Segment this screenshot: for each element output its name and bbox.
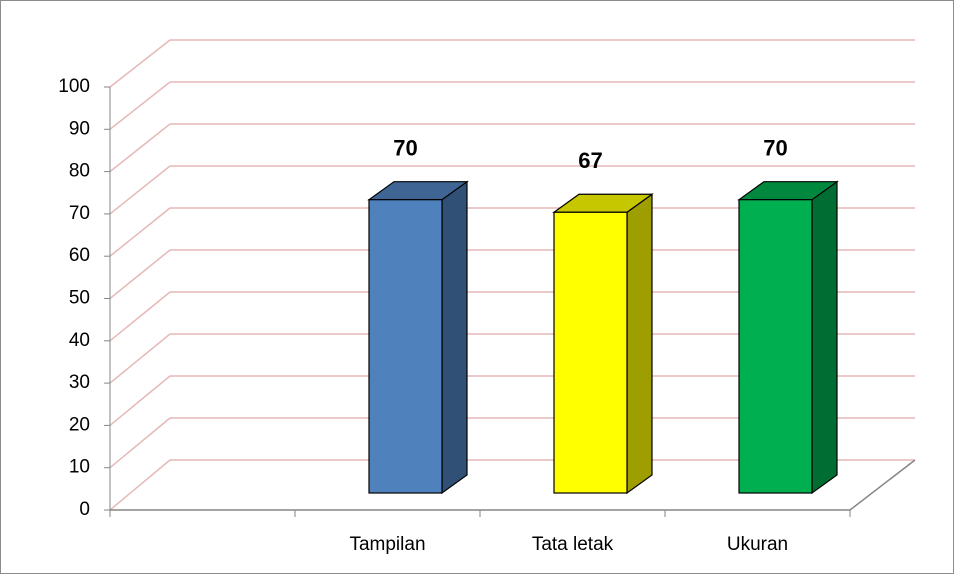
y-tick-label: 40 <box>69 330 90 351</box>
grid-line <box>109 249 171 300</box>
y-tick-label: 20 <box>69 414 90 435</box>
grid-line <box>109 165 171 215</box>
data-label: 70 <box>763 136 787 161</box>
y-tick-label: 60 <box>69 245 90 266</box>
bar-side <box>811 180 838 495</box>
y-tick-label: 30 <box>69 372 90 393</box>
grid-line <box>109 291 171 342</box>
bar <box>368 199 443 494</box>
grid-line <box>109 207 171 257</box>
y-tick-label: 70 <box>69 203 90 224</box>
y-tick-label: 80 <box>69 161 90 182</box>
grid-line <box>109 333 171 384</box>
bar-side <box>626 193 653 495</box>
grid-line <box>109 417 171 469</box>
bar <box>738 199 813 494</box>
x-tick-label: Tata letak <box>532 534 614 555</box>
y-tick-label: 10 <box>69 457 90 478</box>
data-label: 70 <box>393 136 417 161</box>
grid-line <box>109 39 171 88</box>
grid-line <box>109 375 171 426</box>
x-tick-label: Tampilan <box>349 534 425 555</box>
grid-line <box>109 459 171 511</box>
data-label: 67 <box>578 148 602 173</box>
y-tick-label: 100 <box>58 76 90 97</box>
y-tick-label: 50 <box>69 288 90 309</box>
grid-line <box>109 123 171 173</box>
x-tick-label: Ukuran <box>727 534 788 555</box>
y-tick-label: 90 <box>69 118 90 139</box>
bar <box>553 211 628 494</box>
grid-line <box>109 81 171 130</box>
bar-side <box>441 180 468 495</box>
y-tick-label: 0 <box>79 499 90 520</box>
